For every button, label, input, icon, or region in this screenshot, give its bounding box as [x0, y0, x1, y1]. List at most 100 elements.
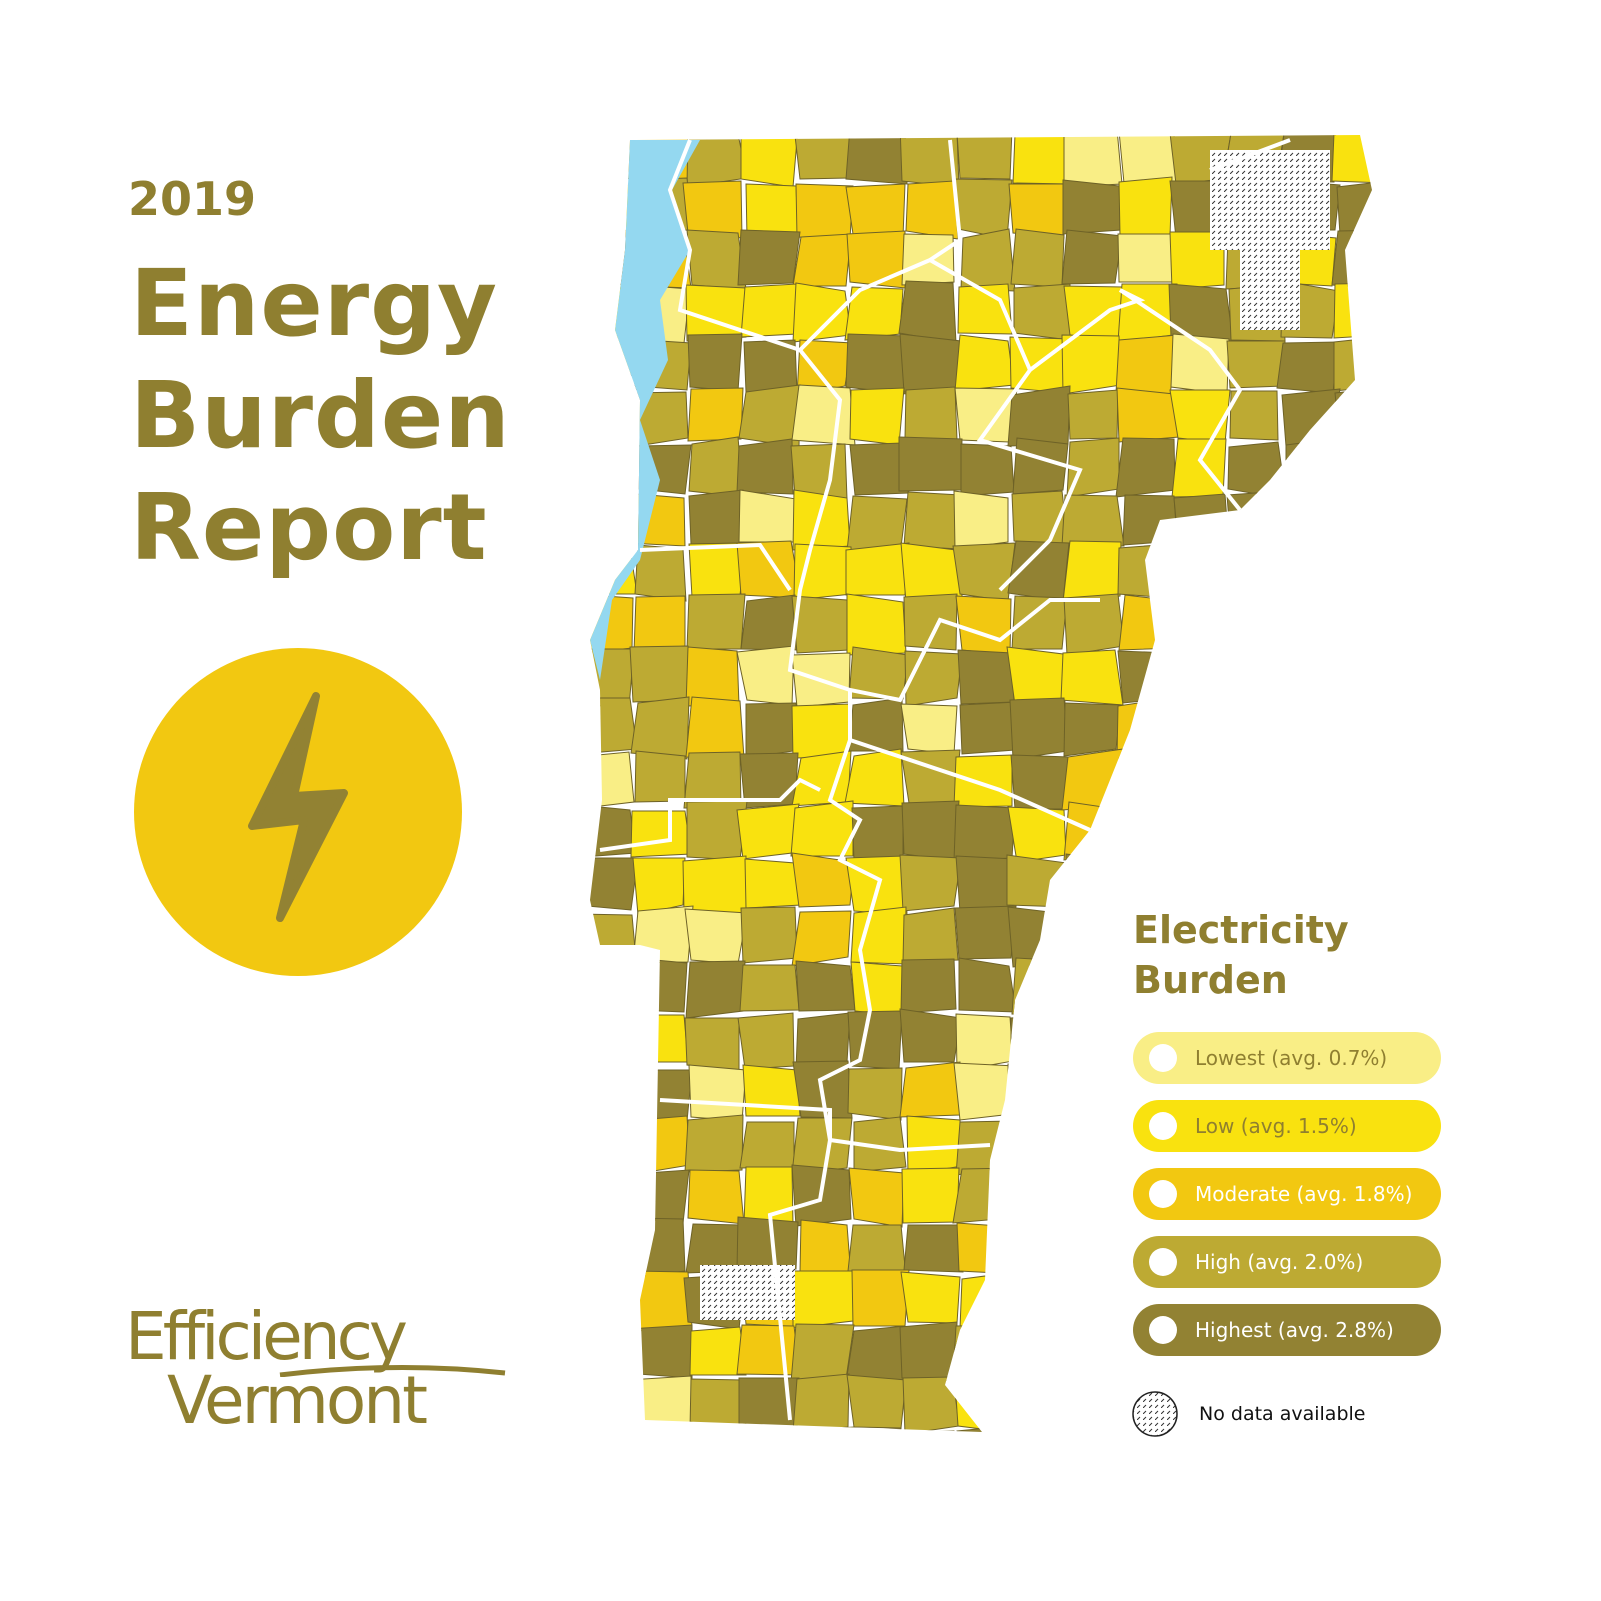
town-region: [633, 957, 688, 1013]
town-region: [1061, 494, 1125, 547]
town-region: [634, 1115, 691, 1175]
town-region: [1285, 438, 1337, 497]
town-region: [1332, 443, 1372, 498]
town-region: [1115, 334, 1179, 396]
town-region: [629, 645, 690, 703]
town-region: [736, 540, 802, 599]
town-region: [791, 703, 850, 759]
no-data-region: [1210, 150, 1330, 250]
town-region: [1065, 853, 1123, 914]
town-region: [634, 750, 686, 803]
town-region: [899, 333, 962, 393]
town-region: [1170, 645, 1233, 707]
town-region: [1008, 1165, 1068, 1226]
town-region: [851, 1269, 910, 1327]
logo-line1: Efficiency: [125, 1298, 408, 1375]
legend-item: Lowest (avg. 0.7%): [1133, 1032, 1441, 1084]
town-region: [1336, 180, 1372, 236]
town-region: [903, 593, 958, 651]
town-region: [1228, 853, 1288, 911]
town-region: [736, 1216, 799, 1271]
town-region: [1068, 1062, 1122, 1117]
town-region: [632, 1069, 693, 1122]
town-region: [792, 1373, 850, 1432]
town-region: [688, 436, 744, 498]
town-region: [1334, 544, 1372, 603]
town-region: [628, 1375, 693, 1432]
town-region: [901, 800, 960, 862]
town-region: [590, 490, 639, 550]
town-region: [590, 439, 639, 496]
town-region: [900, 958, 957, 1014]
town-region: [689, 1326, 747, 1376]
town-region: [1332, 593, 1372, 653]
town-region: [1118, 135, 1180, 184]
town-region: [1012, 135, 1072, 185]
efficiency-vermont-logo: Efficiency Vermont: [125, 1298, 506, 1434]
town-region: [687, 333, 743, 392]
town-region: [738, 489, 797, 543]
town-region: [633, 595, 686, 653]
town-region: [1276, 593, 1340, 652]
town-region: [737, 229, 801, 286]
town-region: [1009, 697, 1069, 760]
town-region: [902, 907, 959, 963]
town-region: [684, 1017, 740, 1072]
town-region: [954, 905, 1017, 960]
town-region: [1116, 387, 1180, 443]
town-region: [736, 645, 795, 706]
town-region: [792, 233, 852, 287]
town-region: [1063, 702, 1122, 757]
town-region: [902, 1430, 963, 1432]
town-region: [1119, 854, 1179, 909]
town-region: [745, 183, 799, 239]
town-region: [590, 697, 638, 755]
legend-dot-icon: [1149, 1180, 1177, 1208]
legend-item-label: Low (avg. 1.5%): [1195, 1114, 1357, 1138]
town-region: [849, 387, 905, 446]
town-region: [1169, 389, 1231, 444]
town-region: [632, 1217, 686, 1279]
legend-item-label: Highest (avg. 2.8%): [1195, 1318, 1394, 1342]
town-region: [899, 1321, 958, 1382]
town-region: [790, 1323, 855, 1383]
town-region: [901, 1167, 960, 1224]
town-region: [685, 1429, 748, 1432]
town-region: [1061, 334, 1122, 395]
town-region: [1007, 1271, 1070, 1327]
town-region: [1117, 233, 1179, 283]
title-line: Burden: [130, 362, 511, 469]
town-region: [1060, 1375, 1119, 1432]
town-region: [899, 854, 962, 912]
legend-item-label: High (avg. 2.0%): [1195, 1250, 1364, 1274]
town-region: [744, 858, 802, 909]
town-region: [590, 1274, 637, 1327]
town-region: [1223, 601, 1285, 652]
town-region: [1010, 1010, 1072, 1072]
town-region: [1170, 806, 1229, 861]
town-region: [1060, 1012, 1118, 1066]
legend-dot-icon: [1149, 1112, 1177, 1140]
town-region: [686, 593, 746, 650]
town-region: [845, 542, 910, 596]
town-region: [1174, 540, 1232, 601]
town-region: [1118, 176, 1173, 237]
town-region: [1226, 490, 1285, 549]
town-region: [853, 1116, 907, 1173]
town-region: [847, 1067, 903, 1121]
town-region: [795, 1012, 851, 1070]
town-region: [953, 754, 1013, 808]
town-region: [791, 384, 856, 446]
town-region: [792, 489, 851, 551]
town-region: [590, 751, 635, 810]
town-region: [1118, 594, 1179, 651]
town-region: [899, 1008, 962, 1063]
town-region: [590, 1424, 639, 1432]
town-region: [845, 333, 908, 395]
town-region: [1169, 697, 1227, 758]
town-region: [685, 696, 745, 759]
title-line: Energy: [130, 250, 498, 357]
town-region: [850, 961, 904, 1017]
town-region: [636, 1014, 689, 1063]
town-region: [1335, 647, 1372, 707]
